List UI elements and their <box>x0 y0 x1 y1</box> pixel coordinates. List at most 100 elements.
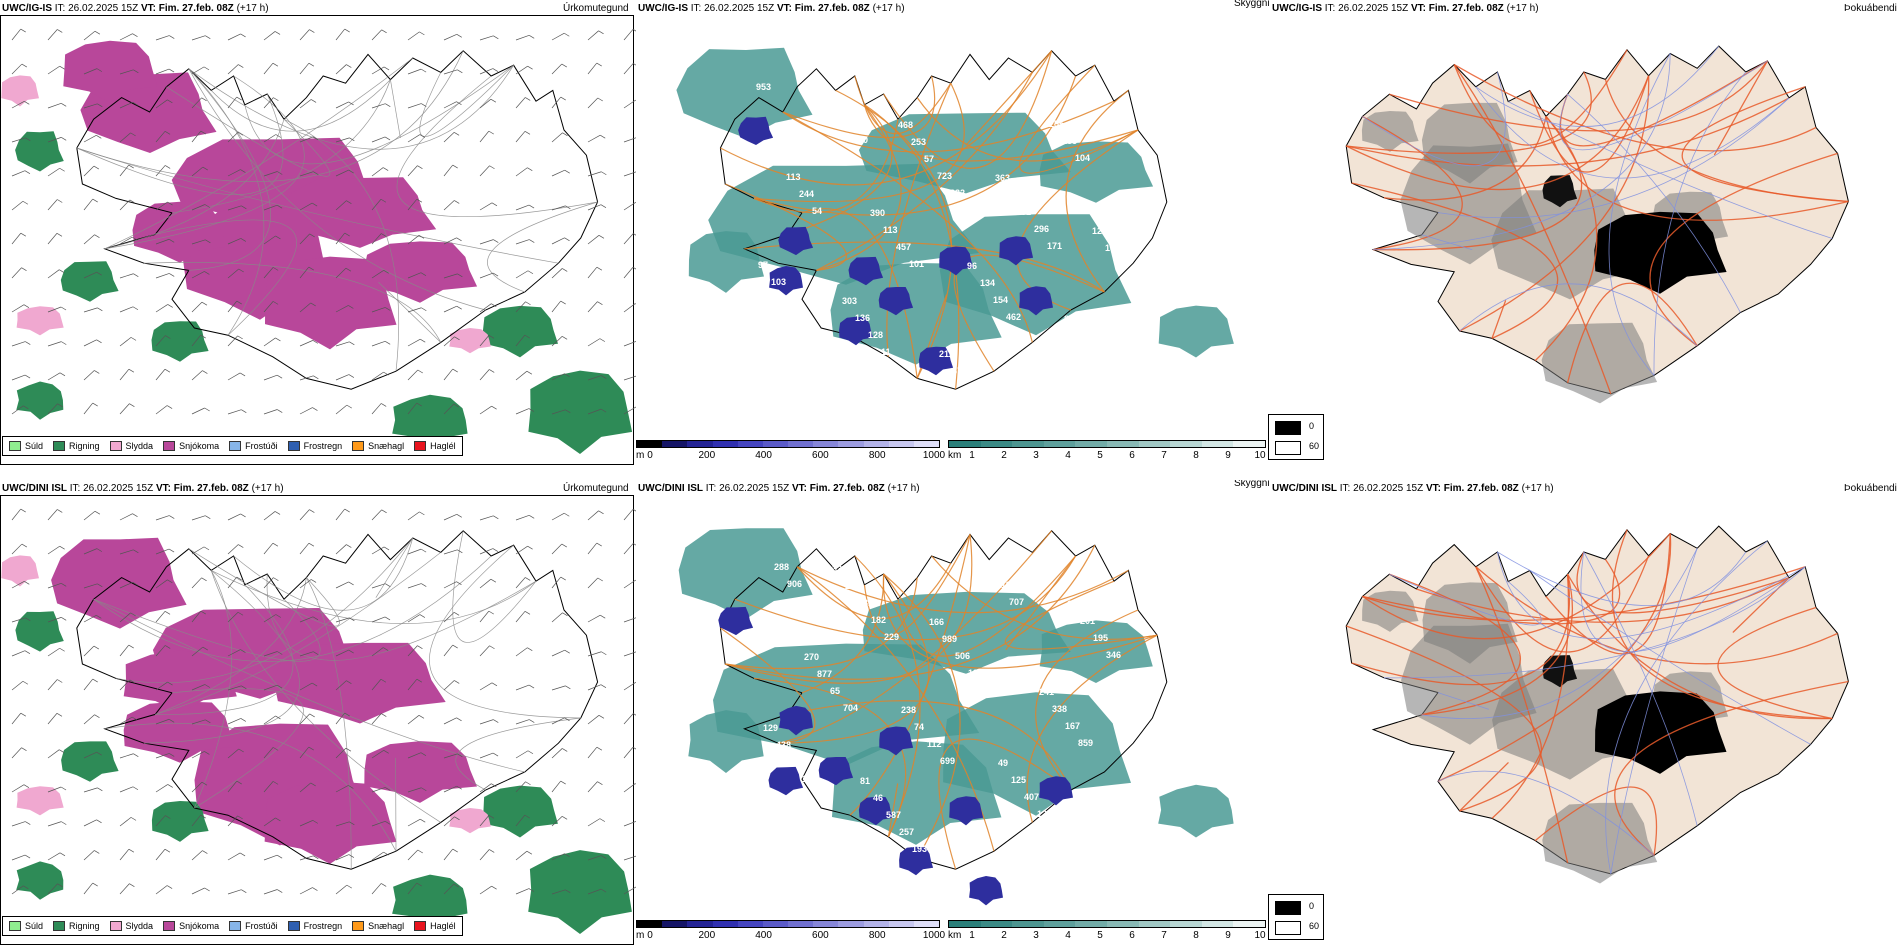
cloud-base-label: 244 <box>799 189 814 199</box>
colorbar-unit: m <box>636 450 645 461</box>
cloud-base-label: 506 <box>955 651 970 661</box>
iceland-map: 906 229 401 859 336 193 707 346 704 699 128 288 182 1… <box>678 528 1234 906</box>
panel-title: Þokuábendi <box>1844 3 1897 14</box>
legend-item: Snæhagl <box>352 441 404 451</box>
legend-item: Snjókoma <box>163 921 219 931</box>
colorbar-strip <box>636 440 940 448</box>
colorbar-tick: 600 <box>812 930 829 941</box>
low-cloud-cell <box>969 876 1003 906</box>
legend-item: Frostregn <box>287 441 343 451</box>
rain-area <box>528 370 633 454</box>
legend-item: Súld <box>9 921 43 931</box>
visibility-colorbar: km 1 2 3 4 5 6 7 8 9 10 <box>948 914 1266 948</box>
low-visibility-area <box>678 528 813 619</box>
legend-swatch <box>287 921 300 931</box>
legend-swatch <box>229 441 242 451</box>
visibility-map[interactable]: 9533903321711061114104541014625489617232… <box>636 0 1270 470</box>
coastline <box>76 530 599 870</box>
fog-low-label: 60 <box>1309 921 1320 931</box>
colorbar-strip <box>948 920 1266 928</box>
cloud-base-colorbar: m 0 200 400 600 800 1000 <box>636 434 945 468</box>
legend-swatch <box>109 441 122 451</box>
low-visibility-area <box>688 231 764 293</box>
snow-area <box>123 701 238 763</box>
colorbar-tick: 3 <box>1033 930 1039 941</box>
cloud-base-label: 134 <box>980 278 995 288</box>
colorbar-tick: 1000 <box>922 930 946 941</box>
cloud-base-label: 241 <box>1039 687 1054 697</box>
cloud-base-label: 889 <box>801 367 816 377</box>
rain-area <box>61 741 119 782</box>
precip-type-map[interactable] <box>0 480 636 950</box>
panel-title: Þokuábendi <box>1844 483 1897 494</box>
legend-label: Frostregn <box>303 441 343 451</box>
cloud-base-label: 699 <box>940 756 955 766</box>
visibility-map[interactable]: 9062294018593361937073467046991282881821… <box>636 480 1270 950</box>
colorbar-tick: 200 <box>698 450 716 461</box>
cloud-base-label: 238 <box>901 705 916 715</box>
low-visibility-area <box>676 47 813 139</box>
cloud-base-label: 296 <box>1034 224 1049 234</box>
iceland-map <box>1 530 632 934</box>
low-cloud-cell <box>899 846 934 876</box>
fog-area <box>1542 802 1658 884</box>
cloud-base-label: 346 <box>1106 650 1121 660</box>
legend-label: Frostregn <box>303 921 343 931</box>
rain-area <box>16 381 64 420</box>
legend-item: Slydda <box>109 921 153 931</box>
cloud-base-label: 257 <box>899 827 914 837</box>
cloud-base-label: 877 <box>817 669 832 679</box>
colorbar-tick: 8 <box>1193 930 1199 941</box>
precip-type-panel-top: UWC/IG-IS IT: 26.02.2025 15Z VT: Fim. 27… <box>0 0 636 470</box>
cloud-base-label: 81 <box>860 776 870 786</box>
rain-area <box>15 131 64 172</box>
colorbar-tick: 0 <box>647 930 653 941</box>
fog-area <box>1422 582 1518 664</box>
colorbar-tick: 8 <box>1193 450 1199 461</box>
wind-barbs <box>11 28 636 415</box>
cloud-base-label: 65 <box>830 686 840 696</box>
rain-area <box>16 861 64 900</box>
sleet-area <box>16 786 64 816</box>
low-cloud-cell <box>848 256 884 286</box>
low-visibility-area <box>862 591 1071 674</box>
cloud-base-label: 125 <box>1011 775 1026 785</box>
cloud-base-label: 336 <box>815 791 830 801</box>
rain-area <box>60 261 119 302</box>
colorbar-tick: 10 <box>1254 450 1266 461</box>
fog-high-label: 0 <box>1309 421 1315 431</box>
coastline <box>719 530 1168 870</box>
low-cloud-cell <box>939 246 974 276</box>
colorbar-tick: 400 <box>755 450 772 461</box>
precip-type-legend: Súld Rigning Slydda Snjókoma Frostúði Frostre… <box>2 436 463 456</box>
cloud-base-label: 380 <box>773 155 788 165</box>
cloud-base-label: 723 <box>937 171 952 181</box>
legend-swatch <box>9 921 21 931</box>
legend-label: Rigning <box>69 441 100 451</box>
low-visibility-area <box>939 214 1132 336</box>
panel-frame <box>0 15 634 465</box>
run-header: UWC/DINI ISL IT: 26.02.2025 15Z VT: Fim.… <box>2 483 284 494</box>
low-visibility-area <box>708 163 980 285</box>
fog-index-map[interactable] <box>1270 480 1900 950</box>
snow-area <box>51 537 187 629</box>
fog-legend: 0 60 <box>1268 894 1324 940</box>
rain-area <box>392 874 468 928</box>
sleet-area <box>1 75 40 107</box>
precip-type-map[interactable] <box>0 0 636 470</box>
cloud-base-label: 989 <box>942 634 957 644</box>
legend-swatch <box>163 921 176 931</box>
cloud-base-label: 74 <box>914 722 924 732</box>
low-cloud-cell <box>768 766 804 796</box>
rain-area <box>528 850 632 934</box>
legend-item: Haglél <box>414 441 456 451</box>
snow-area <box>282 177 437 248</box>
precip-type-panel-bottom: UWC/DINI ISL IT: 26.02.2025 15Z VT: Fim.… <box>0 480 636 950</box>
low-visibility-area <box>688 710 764 773</box>
cloud-base-label: 51 <box>1021 207 1031 217</box>
fog-index-map[interactable] <box>1270 0 1900 470</box>
legend-item: Snæhagl <box>352 921 404 931</box>
colorbar-tick: 4 <box>1065 450 1071 461</box>
panel-title: Úrkomutegund <box>563 483 629 494</box>
legend-item: Frostúði <box>229 441 278 451</box>
